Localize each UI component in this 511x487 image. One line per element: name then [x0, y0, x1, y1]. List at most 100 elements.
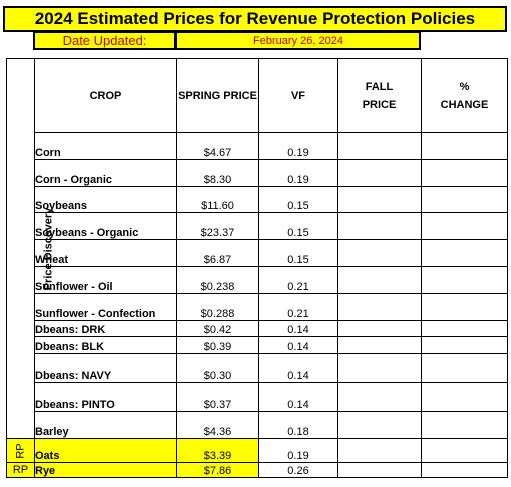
- crop-name: Corn: [34, 132, 177, 160]
- spring-price: $6.87: [176, 239, 259, 267]
- fall-price-cell: [337, 411, 422, 439]
- spring-price: $4.67: [176, 132, 259, 160]
- table-row: Barley $4.36 0.18: [7, 411, 508, 439]
- spring-price: $0.288: [176, 293, 259, 321]
- percent-change-cell: [421, 336, 508, 354]
- spring-price: $0.39: [176, 336, 259, 354]
- percent-change-cell: [421, 320, 508, 337]
- vf-value: 0.19: [258, 438, 338, 463]
- percent-change-cell: [421, 239, 508, 267]
- fall-price-cell: [337, 382, 422, 412]
- header-row: Price Discovery CROP SPRING PRICE VF FAL…: [6, 58, 508, 439]
- date-updated-value: February 26, 2024: [175, 31, 421, 50]
- fall-price-cell: [337, 159, 422, 187]
- table-row: Dbeans: PINTO $0.37 0.14: [7, 382, 508, 412]
- crop-name: Oats: [34, 438, 177, 463]
- percent-change-cell: [421, 411, 508, 439]
- percent-change-cell: [421, 382, 508, 412]
- fall-price-cell: [337, 239, 422, 267]
- crop-name: Dbeans: NAVY: [34, 353, 177, 383]
- spring-price: $7.86: [176, 462, 259, 478]
- fall-price-cell: [337, 438, 422, 463]
- rp-label: RP: [12, 464, 29, 476]
- crop-name: Soybeans - Organic: [34, 212, 177, 240]
- change-header-line1: %: [459, 80, 470, 93]
- fall-price-cell: [337, 353, 422, 383]
- fall-price-cell: [337, 320, 422, 337]
- vf-value: 0.21: [258, 266, 338, 294]
- vf-header: VF: [258, 58, 338, 133]
- spring-price: $0.30: [176, 353, 259, 383]
- percent-change-header: % CHANGE: [421, 58, 508, 133]
- vf-value: 0.15: [258, 212, 338, 240]
- crop-name: Soybeans: [34, 186, 177, 213]
- vf-value: 0.15: [258, 186, 338, 213]
- crop-name: Sunflower - Confection: [34, 293, 177, 321]
- percent-change-cell: [421, 293, 508, 321]
- vf-value: 0.14: [258, 336, 338, 354]
- vf-value: 0.14: [258, 353, 338, 383]
- fall-price-cell: [337, 336, 422, 354]
- spring-price: $23.37: [176, 212, 259, 240]
- vf-value: 0.14: [258, 320, 338, 337]
- table-row: Wheat $6.87 0.15: [7, 239, 508, 267]
- rp-side-cell: RP: [6, 438, 35, 463]
- spring-price: $8.30: [176, 159, 259, 187]
- vf-value: 0.18: [258, 411, 338, 439]
- table-row: Dbeans: BLK $0.39 0.14: [7, 336, 508, 354]
- crop-name: Rye: [34, 462, 177, 478]
- fall-price-cell: [337, 293, 422, 321]
- fall-price-header: FALL PRICE: [337, 58, 422, 133]
- percent-change-cell: [421, 186, 508, 213]
- vf-value: 0.26: [258, 462, 338, 478]
- change-header-line2: CHANGE: [440, 98, 489, 111]
- spring-price: $4.36: [176, 411, 259, 439]
- table-row: Dbeans: NAVY $0.30 0.14: [7, 353, 508, 383]
- crop-name: Dbeans: DRK: [34, 320, 177, 337]
- date-updated-label: Date Updated:: [33, 31, 176, 50]
- crop-header: CROP: [34, 58, 177, 133]
- rp-side-cell: RP: [6, 462, 35, 478]
- page-title: 2024 Estimated Prices for Revenue Protec…: [3, 6, 507, 32]
- table-row: Dbeans: DRK $0.42 0.14: [7, 320, 508, 337]
- fall-price-cell: [337, 462, 422, 478]
- table-row: Soybeans $11.60 0.15: [7, 186, 508, 213]
- table-row: Corn - Organic $8.30 0.19: [7, 159, 508, 187]
- vf-value: 0.19: [258, 132, 338, 160]
- table-row-rp: RP Rye $7.86 0.26: [6, 462, 508, 478]
- rp-label: RP: [14, 442, 27, 459]
- fall-price-cell: [337, 132, 422, 160]
- crop-name: Dbeans: PINTO: [34, 382, 177, 412]
- spring-price: $0.42: [176, 320, 259, 337]
- percent-change-cell: [421, 353, 508, 383]
- percent-change-cell: [421, 438, 508, 463]
- price-discovery-cell: Price Discovery: [6, 58, 54, 439]
- percent-change-cell: [421, 212, 508, 240]
- vf-value: 0.21: [258, 293, 338, 321]
- table-row-rp: RP Oats $3.39 0.19: [6, 438, 508, 463]
- table-row: Sunflower - Confection $0.288 0.21: [7, 293, 508, 321]
- crop-name: Sunflower - Oil: [34, 266, 177, 294]
- percent-change-cell: [421, 132, 508, 160]
- price-discovery-label: Price Discovery: [42, 207, 55, 290]
- table-row: Corn $4.67 0.19: [7, 132, 508, 160]
- vf-value: 0.19: [258, 159, 338, 187]
- spring-price-header: SPRING PRICE: [176, 58, 259, 133]
- table-row: Soybeans - Organic $23.37 0.15: [7, 212, 508, 240]
- percent-change-cell: [421, 266, 508, 294]
- crop-name: Barley: [34, 411, 177, 439]
- vf-value: 0.15: [258, 239, 338, 267]
- crop-name: Dbeans: BLK: [34, 336, 177, 354]
- fall-header-line2: PRICE: [362, 98, 397, 111]
- crop-name: Wheat: [34, 239, 177, 267]
- percent-change-cell: [421, 462, 508, 478]
- percent-change-cell: [421, 159, 508, 187]
- spring-price: $3.39: [176, 438, 259, 463]
- fall-price-cell: [337, 186, 422, 213]
- fall-header-line1: FALL: [365, 80, 394, 93]
- vf-value: 0.14: [258, 382, 338, 412]
- table-row: Sunflower - Oil $0.238 0.21: [7, 266, 508, 294]
- spring-price: $0.238: [176, 266, 259, 294]
- crop-name: Corn - Organic: [34, 159, 177, 187]
- fall-price-cell: [337, 266, 422, 294]
